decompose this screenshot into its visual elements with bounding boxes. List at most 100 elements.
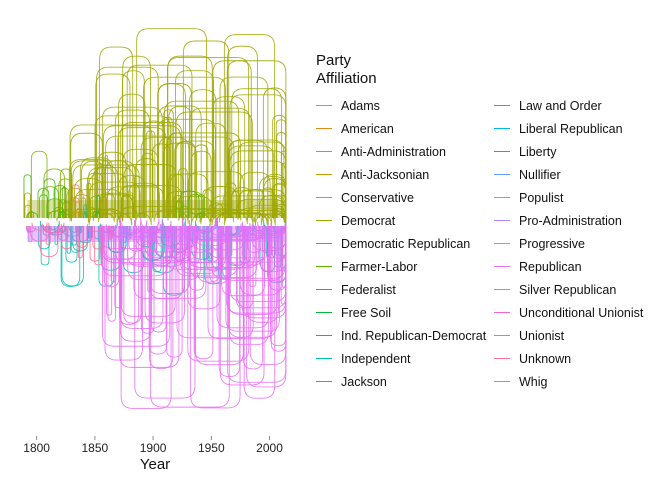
series-arc bbox=[211, 213, 273, 226]
series-arc bbox=[96, 151, 127, 218]
legend-item-label: Unconditional Unionist bbox=[519, 305, 644, 320]
series-arc bbox=[103, 226, 120, 287]
legend-key-line bbox=[316, 220, 332, 221]
legend-columns: Adams American Anti-Administration Anti-Jac… bbox=[316, 94, 672, 393]
series-arc bbox=[54, 226, 58, 245]
series-arc bbox=[227, 226, 278, 315]
series-arc bbox=[209, 226, 229, 285]
series-arc bbox=[28, 226, 33, 242]
legend-key-line bbox=[494, 358, 510, 359]
series-arc bbox=[155, 226, 198, 249]
series-arc bbox=[157, 105, 202, 218]
series-arc bbox=[149, 226, 184, 300]
series-arc bbox=[178, 168, 188, 218]
series-arc bbox=[175, 140, 215, 218]
legend-key-line bbox=[316, 289, 332, 290]
series-arc bbox=[104, 226, 143, 361]
series-arc bbox=[226, 226, 287, 314]
legend-item: Liberty bbox=[494, 140, 672, 163]
arcs-lower-group bbox=[25, 217, 287, 409]
series-arc bbox=[23, 174, 32, 218]
series-arc bbox=[128, 226, 144, 252]
legend-item-label: Unknown bbox=[519, 351, 572, 366]
legend-item-label: American bbox=[341, 121, 394, 136]
legend-key-line bbox=[316, 174, 332, 175]
series-arc bbox=[152, 226, 158, 256]
legend-column-right: Law and Order Liberal Republican Liberty Nu… bbox=[494, 94, 672, 393]
series-arc bbox=[104, 155, 109, 218]
series-arc bbox=[171, 226, 222, 263]
series-arc bbox=[187, 226, 250, 362]
series-arc bbox=[106, 208, 116, 218]
series-arc bbox=[236, 226, 254, 309]
series-arc bbox=[68, 226, 82, 233]
series-arc bbox=[167, 55, 213, 218]
series-arc bbox=[39, 226, 59, 258]
series-arc bbox=[95, 212, 100, 218]
series-arc bbox=[152, 143, 171, 218]
series-arc bbox=[248, 226, 257, 287]
legend-item: Progressive bbox=[494, 232, 672, 255]
x-tick-label: 2000 bbox=[256, 441, 283, 455]
legend-item-label: Adams bbox=[341, 98, 380, 113]
series-arc bbox=[197, 194, 205, 218]
series-arc bbox=[135, 211, 189, 224]
legend-item: Republican bbox=[494, 255, 672, 278]
series-arc bbox=[105, 135, 174, 218]
series-arc bbox=[88, 173, 129, 218]
series-arc bbox=[133, 226, 142, 238]
series-arc bbox=[29, 226, 50, 242]
series-arc bbox=[187, 226, 256, 268]
legend-key-line bbox=[316, 335, 332, 336]
series-arc bbox=[169, 173, 209, 218]
series-arc bbox=[76, 226, 88, 248]
legend-key-line bbox=[316, 128, 332, 129]
legend-item: Populist bbox=[494, 186, 672, 209]
series-arc bbox=[166, 226, 183, 358]
legend-item: Adams bbox=[316, 94, 494, 117]
series-arc bbox=[94, 226, 103, 266]
series-arc bbox=[24, 192, 31, 218]
series-arc bbox=[151, 226, 167, 333]
legend-item-label: Anti-Jacksonian bbox=[341, 167, 430, 182]
legend-item-label: Anti-Administration bbox=[341, 144, 446, 159]
series-arc bbox=[78, 226, 93, 244]
legend-item: Farmer-Labor bbox=[316, 255, 494, 278]
legend-key-line bbox=[316, 266, 332, 267]
legend-title-line: Affiliation bbox=[316, 70, 377, 87]
series-arc bbox=[120, 226, 172, 409]
legend-column-left: Adams American Anti-Administration Anti-Jac… bbox=[316, 94, 494, 393]
series-arc bbox=[195, 226, 244, 366]
series-arc bbox=[44, 226, 53, 231]
legend-item-label: Populist bbox=[519, 190, 564, 205]
series-arc bbox=[60, 226, 81, 288]
series-arc bbox=[239, 171, 271, 218]
legend-item-label: Progressive bbox=[519, 236, 585, 251]
series-arc bbox=[45, 226, 51, 245]
series-arc bbox=[107, 226, 117, 322]
x-axis-ticks: 1800 1850 1900 1950 2000 bbox=[23, 436, 283, 455]
series-arc bbox=[24, 204, 32, 218]
series-arc bbox=[189, 226, 205, 291]
series-arc bbox=[219, 226, 265, 386]
series-arc bbox=[134, 226, 196, 399]
series-arc bbox=[26, 211, 39, 218]
series-arc bbox=[124, 226, 142, 235]
legend-item-label: Democratic Republican bbox=[341, 236, 471, 251]
series-arc bbox=[53, 185, 67, 218]
series-arc bbox=[25, 226, 37, 233]
series-arc bbox=[179, 190, 200, 218]
legend-key-line bbox=[494, 312, 510, 313]
series-arc bbox=[223, 34, 276, 218]
series-arc bbox=[107, 226, 113, 240]
series-arc bbox=[229, 150, 287, 218]
series-arc bbox=[37, 188, 50, 218]
series-arc bbox=[57, 211, 66, 218]
series-arc bbox=[206, 226, 214, 262]
legend-item-label: Free Soil bbox=[341, 305, 392, 320]
legend-key-line bbox=[316, 105, 332, 106]
legend-title: Party Affiliation bbox=[316, 52, 672, 88]
series-arc bbox=[40, 226, 50, 266]
series-arc bbox=[102, 125, 182, 218]
series-arc bbox=[144, 226, 186, 324]
